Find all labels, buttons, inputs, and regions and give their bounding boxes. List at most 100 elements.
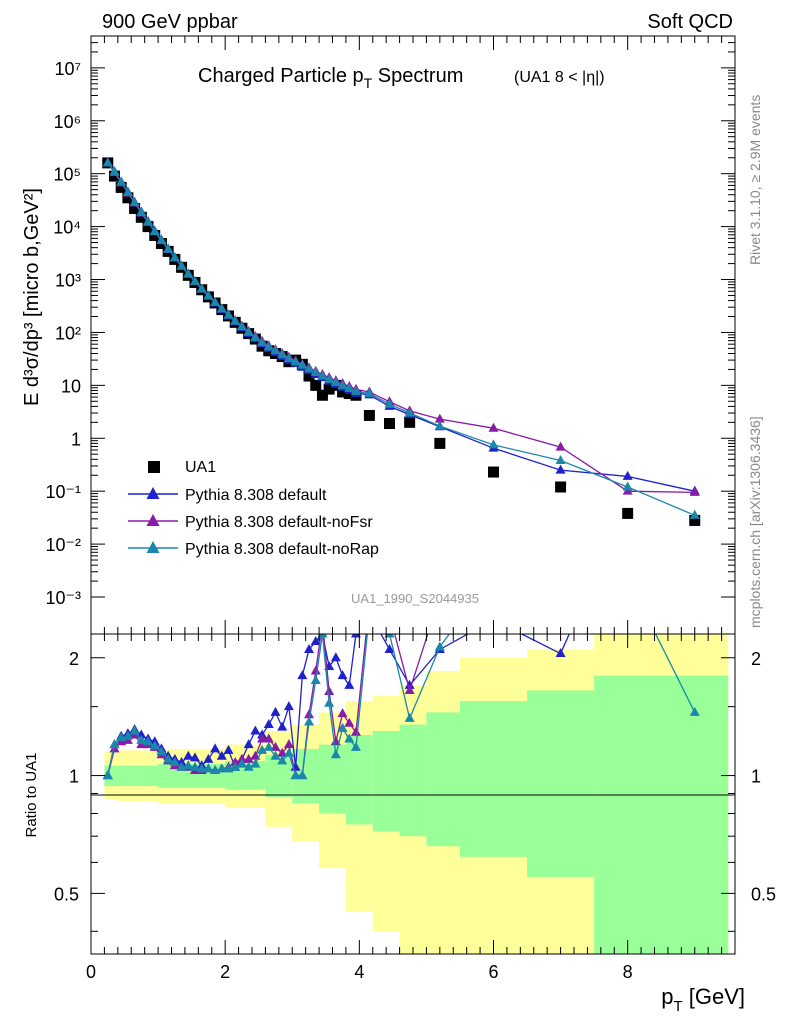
mc-point [689,486,700,496]
xtick-label: 8 [623,962,633,982]
ratio-line [107,634,429,777]
ratio-point [183,750,194,760]
mc-point [622,470,633,480]
ratio-point [623,572,633,581]
ratio-ytick-label: 1 [69,767,79,787]
ratio-point [263,719,274,729]
mc-point [169,252,180,262]
ratio-point [257,733,268,743]
ratio-point [384,634,395,638]
mc-point [310,366,321,376]
mc-point [143,216,154,226]
ratio-point [404,684,415,694]
ratio-point [223,744,234,754]
ratio-point [236,758,247,768]
ratio-point [350,741,361,751]
mc-point [203,290,214,300]
mc-point [317,370,328,380]
mc-point [555,464,566,474]
ratio-point [344,733,355,743]
ratio-point [189,752,200,762]
chart-title-rest: Spectrum [372,65,463,87]
main-ytick-label: 10⁵ [54,165,81,185]
ratio-point [169,756,180,766]
main-ytick-label: 10⁻² [45,535,81,555]
data-point [363,409,375,421]
ratio-point [290,770,301,780]
mc-point [434,413,445,423]
ratio-y-axis-label: Ratio to UA1 [23,752,40,837]
mc-point [156,234,167,244]
mc-point [189,275,200,285]
data-point [129,202,141,214]
ratio-point [364,608,374,617]
main-ytick-label: 10³ [55,271,81,291]
ratio-point [350,634,361,638]
ratio-point [270,706,281,716]
x-axis-label: pT [GeV] [661,984,745,1015]
uncertainty-band-inner [527,690,595,878]
ratio-series-group [102,572,700,780]
x-axis-label-rest: [GeV] [683,984,745,1009]
side-label-bottom: mcplots.cern.ch [arXiv:1306.3436] [747,416,763,628]
ratio-point [330,652,341,662]
data-point [337,386,349,398]
ratio-ytick-label-right: 0.5 [751,884,776,904]
series-line [107,162,695,492]
mc-point [330,377,341,387]
xtick-label: 6 [488,962,498,982]
ratio-point [250,725,261,735]
data-point [122,192,134,204]
ratio-point [324,685,335,695]
mc-point [102,157,113,167]
ratio-point [163,753,174,763]
ratio-point [297,670,308,680]
data-point [303,370,315,382]
data-point [142,221,154,233]
main-ytick-label: 10 [61,376,81,396]
ratio-ytick-label-right: 2 [751,649,761,669]
xtick-label: 0 [86,962,96,982]
series-1 [102,157,700,495]
ratio-plot: 0.5 0.5 1 1 2 2 0 2 4 6 8 Ratio to UA1 pT [GeV] [23,572,776,1015]
ratio-point [304,643,315,653]
uncertainty-band-inner [265,754,293,798]
mc-point [384,398,395,408]
ratio-point [136,734,147,744]
data-point [115,181,127,193]
ratio-point [250,758,261,768]
legend-label-ua1: UA1 [185,459,216,476]
data-point [310,379,322,391]
legend-marker-nofsr [146,514,160,526]
ratio-point [283,739,294,749]
legend-marker-ua1 [148,461,160,473]
mc-point [243,326,254,336]
mc-point [270,345,281,355]
main-ytick-label: 10⁷ [54,59,81,79]
ratio-point [556,572,566,581]
ratio-point [143,736,154,746]
mc-point [136,206,147,216]
ratio-point [270,750,281,760]
data-point [323,383,335,395]
ratio-point [270,741,281,751]
mc-point [555,455,566,465]
ratio-point [304,709,315,719]
ratio-point [310,674,321,684]
series-2 [102,157,700,496]
xtick-label: 4 [354,962,364,982]
mc-point [290,356,301,366]
ratio-point [317,617,327,626]
mc-point [304,363,315,373]
main-plot: 10⁷ 10⁶ 10⁵ 10⁴ 10³ 10² 10 1 10⁻¹ 10⁻² 10⁻³ Charge… [21,35,736,635]
mc-point [277,349,288,359]
mc-point [488,422,499,432]
ratio-point [404,679,415,689]
data-point [488,466,499,478]
mc-point [196,283,207,293]
mc-point [183,268,194,278]
mc-point [223,309,234,319]
ratio-point [344,679,355,689]
ratio-point [230,761,241,771]
ratio-point [236,753,247,763]
